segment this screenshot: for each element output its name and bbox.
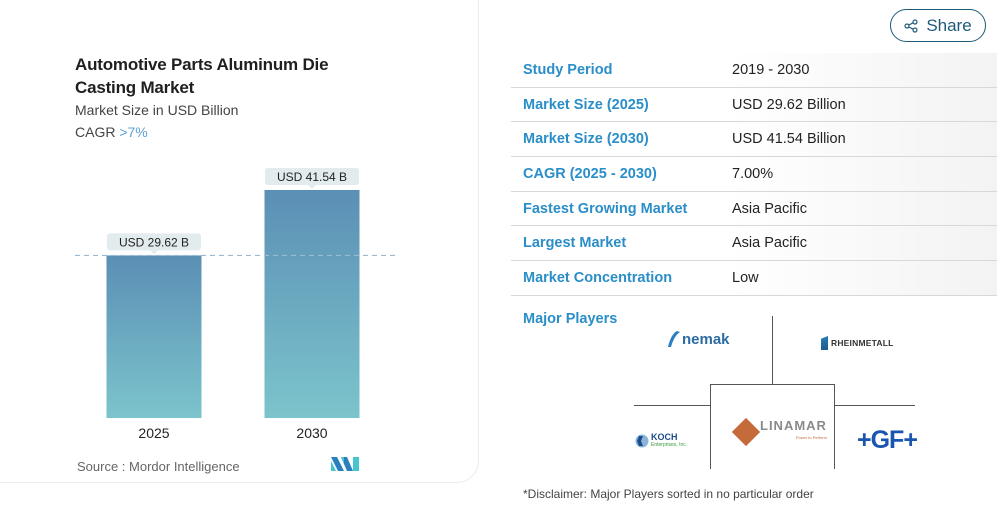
linamar-logo: LINAMAR Power to Perform	[731, 417, 827, 447]
row-value: Asia Pacific	[732, 200, 807, 217]
gf-logo: +GF+	[857, 426, 918, 455]
row-value: 7.00%	[732, 165, 774, 182]
koch-name: KOCH	[651, 432, 678, 442]
bar-chart: USD 29.62 B 2025 USD 41.54 B 2030	[75, 168, 395, 441]
divider	[772, 316, 773, 385]
linamar-name: LINAMAR	[760, 418, 827, 433]
chart-subtitle: Market Size in USD Billion	[75, 102, 239, 118]
divider	[710, 384, 835, 385]
x-tick-label: 2025	[138, 425, 169, 441]
row-label: CAGR (2025 - 2030)	[523, 165, 657, 182]
linamar-sub: Power to Perform	[795, 435, 827, 440]
source-text: Source : Mordor Intelligence	[77, 459, 240, 474]
rheinmetall-mark-icon	[821, 336, 828, 350]
row-value: USD 29.62 Billion	[732, 96, 846, 113]
data-label-bg	[107, 233, 201, 251]
table-row: CAGR (2025 - 2030) 7.00%	[511, 157, 997, 192]
disclaimer: *Disclaimer: Major Players sorted in no …	[523, 487, 814, 501]
market-summary-card	[0, 0, 479, 483]
mordor-intelligence-logo	[331, 457, 359, 471]
row-label: Market Size (2030)	[523, 131, 649, 148]
linamar-mark-icon	[731, 417, 761, 447]
cagr-value: >7%	[119, 124, 148, 140]
data-label: USD 29.62 B	[119, 235, 189, 249]
row-value: 2019 - 2030	[732, 61, 810, 78]
share-icon	[904, 18, 918, 33]
chart-title: Automotive Parts Aluminum Die Casting Ma…	[75, 55, 329, 97]
koch-mark-icon	[635, 434, 649, 448]
row-label: Fastest Growing Market	[523, 200, 688, 217]
table-row: Market Size (2030) USD 41.54 Billion	[511, 122, 997, 158]
nemak-arc-icon	[668, 331, 680, 347]
nemak-name: nemak	[682, 330, 730, 348]
share-label: Share	[926, 15, 972, 35]
data-label-pointer	[150, 250, 158, 255]
data-label: USD 41.54 B	[277, 170, 347, 184]
row-label: Study Period	[523, 61, 613, 78]
row-value: Asia Pacific	[732, 235, 807, 252]
row-value: Low	[732, 269, 759, 286]
major-players-label: Major Players	[523, 311, 618, 327]
koch-sub: Enterprises, Inc.	[651, 442, 688, 448]
bar-2030	[264, 190, 360, 418]
row-label: Market Size (2025)	[523, 96, 649, 113]
table-row: Market Concentration Low	[511, 261, 997, 296]
row-label: Largest Market	[523, 235, 627, 252]
data-label-bg	[265, 168, 359, 185]
divider	[634, 405, 710, 406]
market-snapshot-table: Study Period 2019 - 2030 Market Size (2025…	[511, 53, 997, 296]
nemak-logo: nemak	[667, 330, 730, 348]
row-label: Market Concentration	[523, 269, 673, 286]
table-row: Fastest Growing Market Asia Pacific	[511, 191, 997, 227]
row-value: USD 41.54 Billion	[732, 131, 846, 148]
cagr-label: CAGR	[75, 124, 116, 140]
divider	[710, 384, 711, 469]
bar-2025	[106, 255, 202, 418]
gf-name: +GF+	[857, 426, 918, 454]
x-tick-label: 2030	[296, 425, 327, 441]
table-row: Study Period 2019 - 2030	[511, 53, 997, 88]
rheinmetall-name: RHEINMETALL	[831, 338, 894, 348]
koch-logo: KOCH Enterprises, Inc.	[635, 433, 687, 449]
share-button[interactable]: Share	[890, 9, 986, 42]
data-label-pointer	[308, 185, 316, 189]
table-row: Market Size (2025) USD 29.62 Billion	[511, 87, 997, 123]
table-row: Largest Market Asia Pacific	[511, 226, 997, 262]
rheinmetall-logo: RHEINMETALL	[821, 336, 893, 350]
divider	[835, 405, 915, 406]
cagr-summary: CAGR >7%	[75, 124, 148, 140]
divider	[834, 384, 835, 469]
